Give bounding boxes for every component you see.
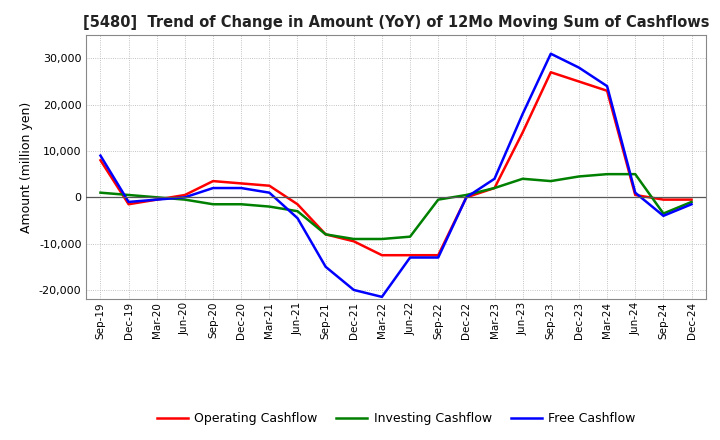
Operating Cashflow (96, 158, 105, 163)
Investing Cashflow (575, 174, 583, 179)
Investing Cashflow (349, 236, 358, 242)
Investing Cashflow (406, 234, 415, 239)
Free Cashflow (181, 194, 189, 200)
Investing Cashflow (546, 179, 555, 184)
Free Cashflow (603, 84, 611, 89)
Free Cashflow (265, 190, 274, 195)
Operating Cashflow (659, 197, 667, 202)
Free Cashflow (462, 194, 471, 200)
Free Cashflow (349, 287, 358, 293)
Operating Cashflow (349, 238, 358, 244)
Free Cashflow (153, 197, 161, 202)
Operating Cashflow (209, 179, 217, 184)
Investing Cashflow (209, 202, 217, 207)
Investing Cashflow (377, 236, 386, 242)
Investing Cashflow (518, 176, 527, 181)
Investing Cashflow (237, 202, 246, 207)
Investing Cashflow (490, 185, 499, 191)
Investing Cashflow (434, 197, 443, 202)
Free Cashflow (293, 216, 302, 221)
Investing Cashflow (687, 199, 696, 205)
Operating Cashflow (377, 253, 386, 258)
Free Cashflow (490, 176, 499, 181)
Investing Cashflow (153, 194, 161, 200)
Legend: Operating Cashflow, Investing Cashflow, Free Cashflow: Operating Cashflow, Investing Cashflow, … (152, 407, 640, 430)
Investing Cashflow (603, 172, 611, 177)
Operating Cashflow (293, 202, 302, 207)
Line: Operating Cashflow: Operating Cashflow (101, 72, 691, 255)
Investing Cashflow (462, 192, 471, 198)
Investing Cashflow (631, 172, 639, 177)
Operating Cashflow (237, 181, 246, 186)
Operating Cashflow (603, 88, 611, 93)
Free Cashflow (434, 255, 443, 260)
Free Cashflow (518, 111, 527, 117)
Operating Cashflow (406, 253, 415, 258)
Investing Cashflow (659, 211, 667, 216)
Title: [5480]  Trend of Change in Amount (YoY) of 12Mo Moving Sum of Cashflows: [5480] Trend of Change in Amount (YoY) o… (83, 15, 709, 30)
Free Cashflow (125, 199, 133, 205)
Investing Cashflow (293, 209, 302, 214)
Operating Cashflow (687, 197, 696, 202)
Operating Cashflow (153, 197, 161, 202)
Operating Cashflow (575, 79, 583, 84)
Line: Free Cashflow: Free Cashflow (101, 54, 691, 297)
Free Cashflow (237, 185, 246, 191)
Investing Cashflow (96, 190, 105, 195)
Y-axis label: Amount (million yen): Amount (million yen) (20, 102, 33, 233)
Operating Cashflow (490, 185, 499, 191)
Free Cashflow (575, 65, 583, 70)
Free Cashflow (321, 264, 330, 269)
Operating Cashflow (434, 253, 443, 258)
Investing Cashflow (125, 192, 133, 198)
Free Cashflow (377, 294, 386, 300)
Investing Cashflow (181, 197, 189, 202)
Operating Cashflow (321, 232, 330, 237)
Operating Cashflow (546, 70, 555, 75)
Investing Cashflow (321, 232, 330, 237)
Free Cashflow (687, 202, 696, 207)
Free Cashflow (406, 255, 415, 260)
Operating Cashflow (462, 194, 471, 200)
Free Cashflow (96, 153, 105, 158)
Operating Cashflow (181, 192, 189, 198)
Operating Cashflow (125, 202, 133, 207)
Free Cashflow (659, 213, 667, 219)
Free Cashflow (546, 51, 555, 56)
Operating Cashflow (518, 130, 527, 135)
Investing Cashflow (265, 204, 274, 209)
Line: Investing Cashflow: Investing Cashflow (101, 174, 691, 239)
Free Cashflow (209, 185, 217, 191)
Free Cashflow (631, 190, 639, 195)
Operating Cashflow (265, 183, 274, 188)
Operating Cashflow (631, 192, 639, 198)
